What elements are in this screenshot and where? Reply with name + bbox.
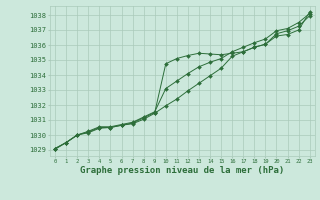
X-axis label: Graphe pression niveau de la mer (hPa): Graphe pression niveau de la mer (hPa) [80, 166, 284, 175]
